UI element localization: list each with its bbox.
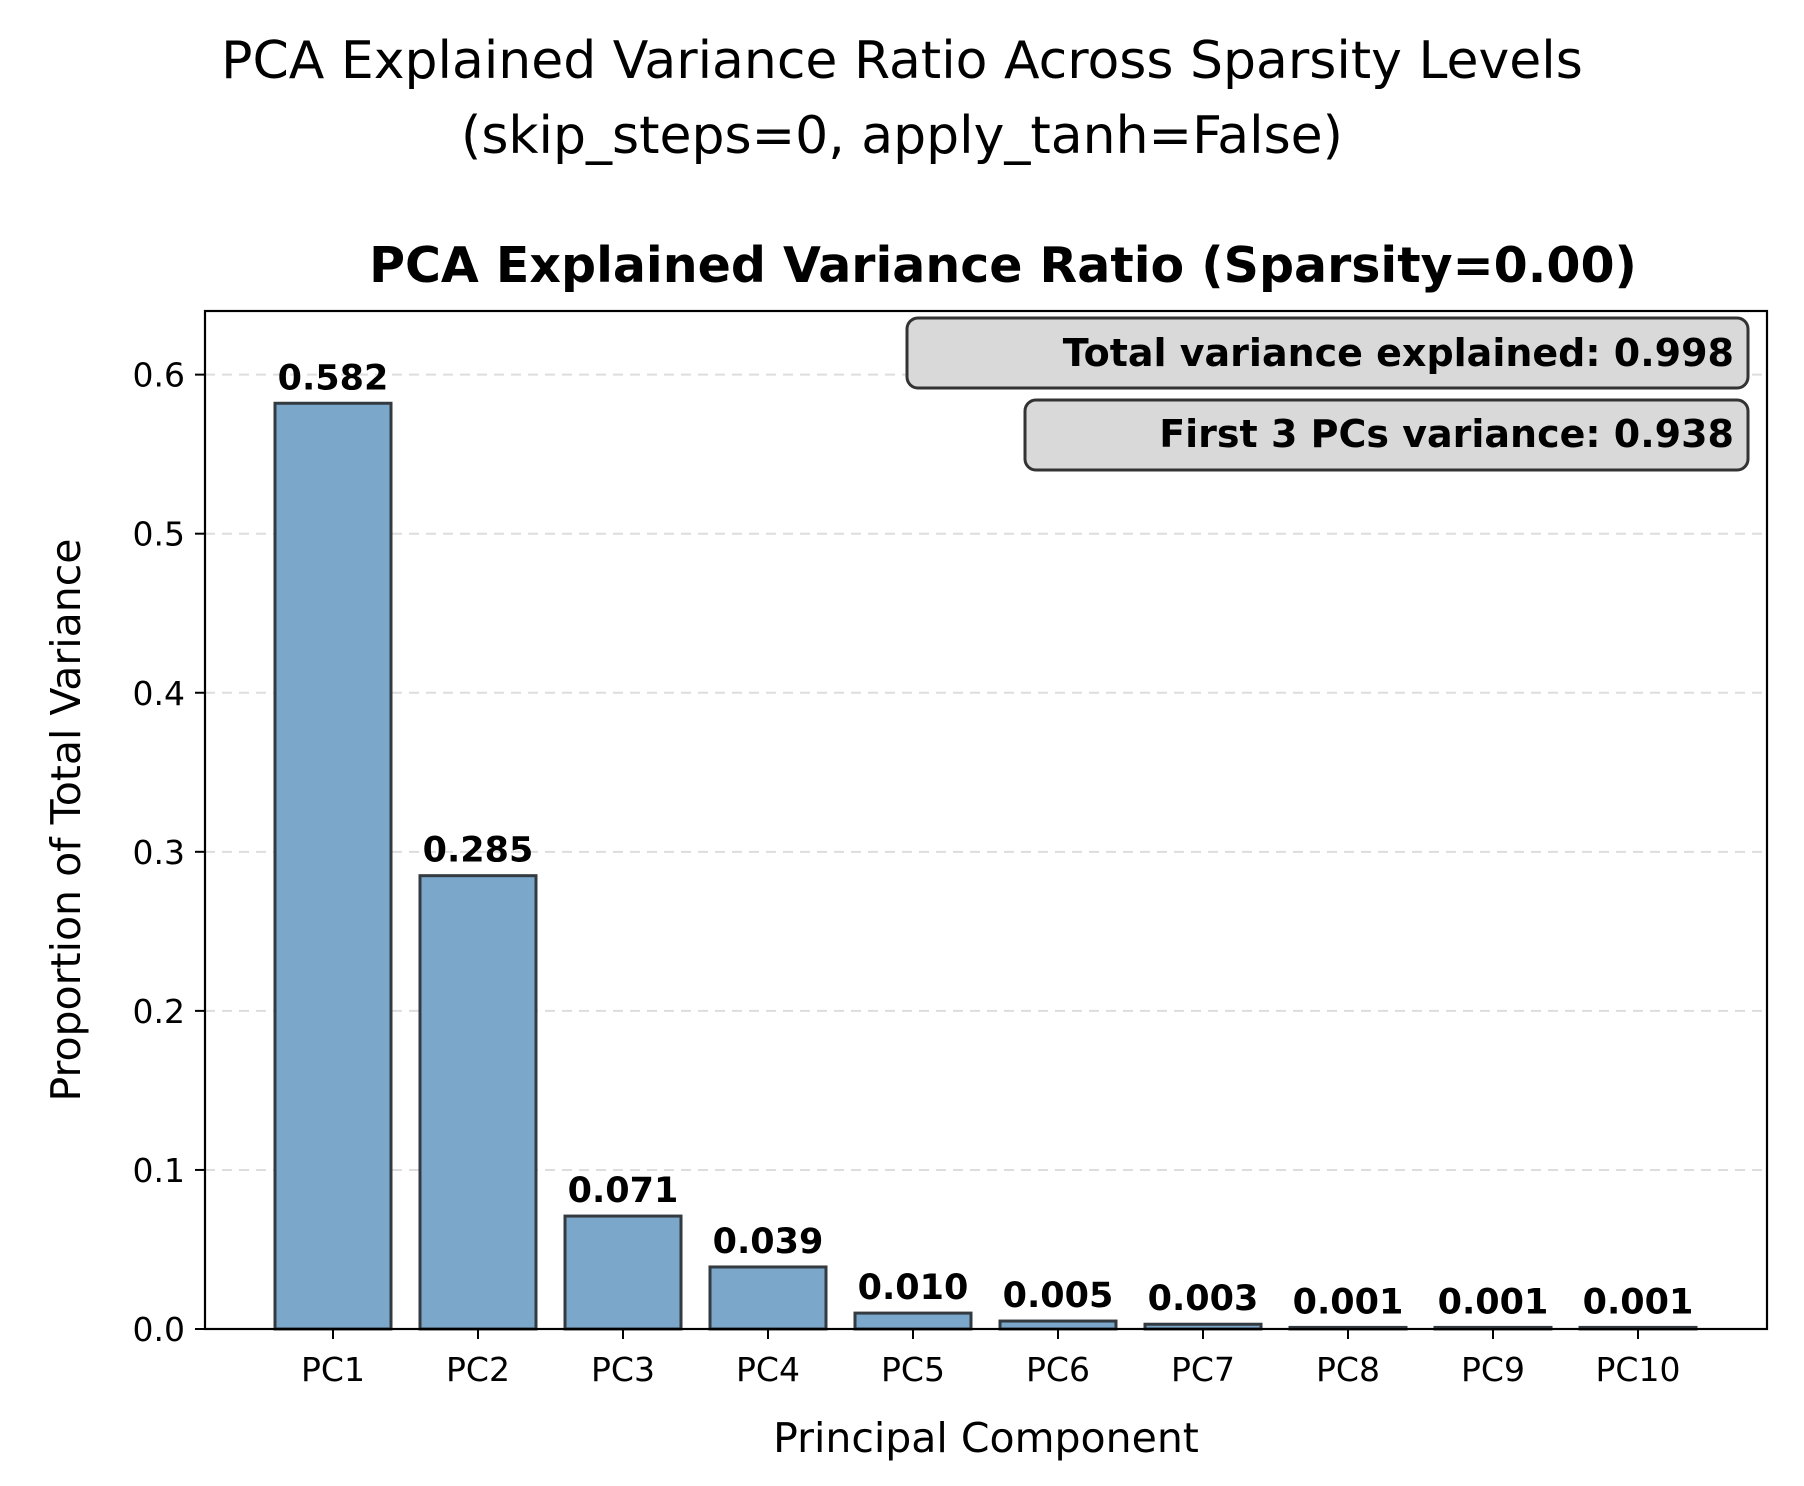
x-axis-label: Principal Component [773, 1414, 1199, 1462]
bar-pc6 [998, 1319, 1118, 1331]
bar-pc2 [418, 874, 538, 1331]
y-tick-label: 0.5 [133, 515, 185, 554]
bar-value-labels: 0.582 0.285 0.071 0.039 0.010 0.005 0.003 0.001… [278, 358, 1694, 1322]
annotation-total-variance-text: Total variance explained: 0.998 [1063, 331, 1734, 375]
x-tick-label: PC3 [591, 1350, 655, 1389]
bar-value-label: 0.582 [278, 358, 389, 398]
annotation-first-3-pcs-box [1023, 398, 1750, 472]
x-tick-label: PC7 [1171, 1350, 1235, 1389]
x-tick-label: PC5 [881, 1350, 945, 1389]
suptitle-line-2: (skip_steps=0, apply_tanh=False) [461, 106, 1343, 166]
x-tick-label: PC10 [1596, 1350, 1681, 1389]
y-axis-ticks: 0.0 0.1 0.2 0.3 0.4 0.5 0.6 [133, 356, 205, 1349]
x-axis-ticks: PC1 PC2 PC3 PC4 PC5 PC6 PC7 PC8 PC9 PC10 [301, 1329, 1680, 1389]
bar-value-label: 0.039 [713, 1222, 824, 1262]
y-axis-label: Proportion of Total Variance [42, 538, 90, 1101]
bar-value-label: 0.285 [423, 831, 534, 871]
y-tick-label: 0.0 [133, 1310, 185, 1349]
annotation-total-variance: Total variance explained: 0.998 [905, 316, 1750, 390]
y-tick-label: 0.3 [133, 833, 185, 872]
y-tick-label: 0.4 [133, 674, 185, 713]
bar-value-label: 0.010 [858, 1268, 969, 1308]
bar-value-label: 0.005 [1003, 1276, 1114, 1316]
plot-title: PCA Explained Variance Ratio (Sparsity=0… [369, 237, 1637, 294]
bar-value-label: 0.001 [1438, 1282, 1549, 1322]
bar-value-label: 0.001 [1293, 1282, 1404, 1322]
suptitle-line-1: PCA Explained Variance Ratio Across Spar… [221, 31, 1583, 91]
bar-value-label: 0.001 [1583, 1282, 1694, 1322]
y-tick-label: 0.2 [133, 992, 185, 1031]
bar-value-label: 0.071 [568, 1171, 679, 1211]
bar-pc5 [853, 1311, 973, 1331]
bar-pc4 [708, 1265, 828, 1331]
bar-pc1 [273, 401, 393, 1331]
x-tick-label: PC6 [1026, 1350, 1090, 1389]
annotation-total-variance-box [905, 316, 1750, 390]
y-tick-label: 0.6 [133, 356, 185, 395]
plot-frame [203, 309, 1769, 1331]
x-tick-label: PC2 [446, 1350, 510, 1389]
annotation-first-3-pcs-text: First 3 PCs variance: 0.938 [1159, 412, 1734, 456]
x-tick-label: PC1 [301, 1350, 365, 1389]
x-tick-label: PC8 [1316, 1350, 1380, 1389]
annotation-first-3-pcs: First 3 PCs variance: 0.938 [1023, 398, 1750, 472]
y-tick-label: 0.1 [133, 1151, 185, 1190]
bar-value-label: 0.003 [1148, 1279, 1259, 1319]
x-tick-label: PC9 [1461, 1350, 1525, 1389]
bar-pc3 [563, 1214, 683, 1331]
x-tick-label: PC4 [736, 1350, 800, 1389]
